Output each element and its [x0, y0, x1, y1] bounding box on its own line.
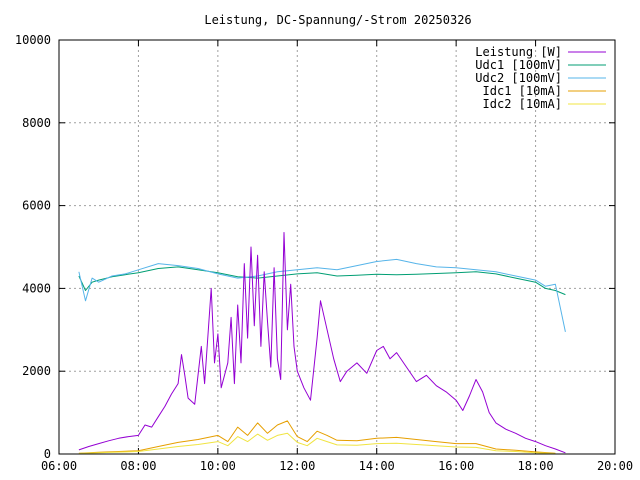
x-tick-label: 10:00: [200, 459, 236, 473]
y-tick-label: 2000: [22, 364, 51, 378]
series-line-0: [78, 232, 566, 454]
axis-ticks: 06:00 08:00 10:00 12:00 14:00 16:00 18:00 20:00…: [15, 33, 633, 473]
legend: Leistung [W]Udc1 [100mV]Udc2 [100mV]Idc1…: [475, 45, 606, 111]
y-tick-label: 0: [44, 447, 51, 461]
y-tick-label: 10000: [15, 33, 51, 47]
series-line-4: [78, 432, 556, 455]
grid-lines: [59, 40, 615, 454]
chart-title: Leistung, DC-Spannung/-Strom 20250326: [204, 13, 471, 27]
x-tick-label: 18:00: [518, 459, 554, 473]
x-tick-label: 20:00: [597, 459, 633, 473]
x-tick-label: 08:00: [120, 459, 156, 473]
legend-label: Leistung [W]: [475, 45, 562, 59]
y-tick-label: 6000: [22, 199, 51, 213]
x-tick-label: 16:00: [438, 459, 474, 473]
x-tick-label: 06:00: [41, 459, 77, 473]
series-line-1: [78, 266, 566, 296]
y-tick-label: 4000: [22, 281, 51, 295]
y-tick-label: 8000: [22, 116, 51, 130]
legend-label: Udc1 [100mV]: [475, 58, 562, 72]
legend-label: Udc2 [100mV]: [475, 71, 562, 85]
legend-label: Idc2 [10mA]: [483, 97, 562, 111]
series-lines: [78, 232, 566, 455]
x-tick-label: 12:00: [279, 459, 315, 473]
series-line-3: [78, 420, 556, 454]
series-line-2: [78, 258, 566, 333]
plot-frame: [58, 39, 616, 455]
legend-label: Idc1 [10mA]: [483, 84, 562, 98]
x-tick-label: 14:00: [359, 459, 395, 473]
